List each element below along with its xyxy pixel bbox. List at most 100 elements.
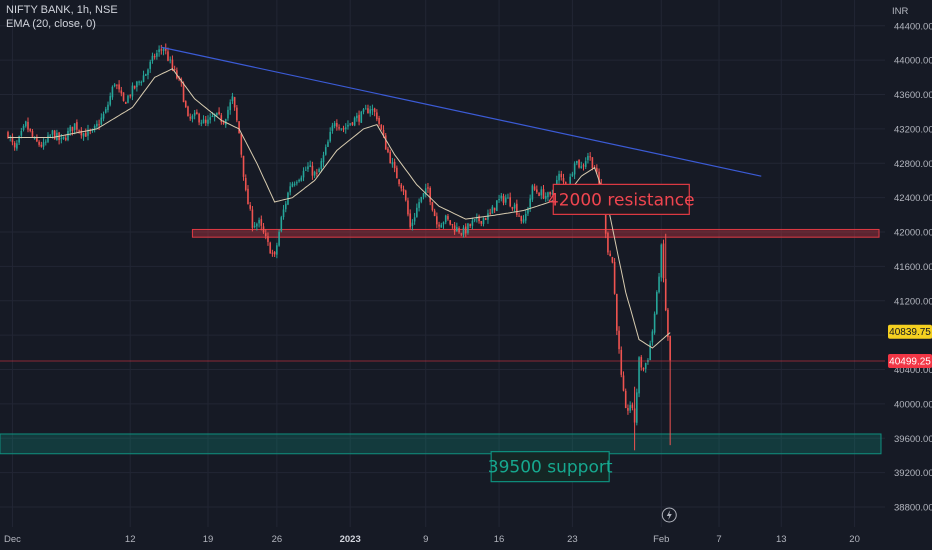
misc-overlay: [661, 507, 677, 523]
price-labels: 40839.75 40499.25: [888, 324, 932, 369]
price-axis[interactable]: INR38400.0038800.0039200.0039600.0040000…: [885, 0, 932, 550]
candle-body: [387, 148, 389, 153]
candle-body: [373, 108, 376, 113]
candle-body: [433, 210, 436, 217]
candle-body: [658, 276, 660, 293]
candle-body: [164, 47, 167, 51]
candle-body: [231, 96, 234, 102]
currency-label: INR: [892, 6, 909, 17]
candle-body: [616, 293, 618, 331]
candle-body: [362, 109, 365, 112]
candle-body: [40, 144, 43, 147]
candle-body: [473, 219, 476, 221]
candle-body: [142, 75, 145, 82]
candle-body: [136, 81, 138, 88]
candle-body: [60, 138, 63, 140]
candle-body: [133, 85, 136, 89]
price-tick-label: 43600.00: [894, 90, 932, 101]
support-label-box: [490, 451, 610, 483]
candle-body: [353, 117, 356, 126]
symbol-title: NIFTY BANK, 1h, NSE: [6, 4, 118, 16]
candle-body: [93, 125, 96, 130]
price-tick-label: 42400.00: [894, 193, 932, 204]
candle-body: [651, 331, 654, 343]
candle-body: [18, 136, 20, 143]
time-tick-label: 2023: [340, 534, 361, 545]
candle-body: [173, 69, 176, 71]
candle-body: [280, 217, 283, 232]
candle-body: [484, 218, 487, 220]
candle-body: [527, 208, 529, 214]
time-tick-label: 9: [423, 534, 428, 545]
candle-body: [471, 220, 474, 226]
candle-body: [307, 166, 309, 170]
price-tick-label: 40400.00: [894, 365, 932, 376]
candle-body: [207, 119, 209, 124]
candle-body: [16, 143, 18, 149]
candle-body: [282, 209, 285, 218]
candle-body: [311, 165, 314, 176]
candle-body: [578, 159, 580, 168]
candle-body: [573, 163, 576, 175]
candle-body: [327, 141, 329, 147]
candle-body: [78, 130, 80, 132]
candle-body: [149, 61, 152, 69]
support-zone: [0, 433, 882, 455]
candle-body: [544, 195, 547, 199]
candle-body: [460, 233, 463, 235]
time-tick-label: 13: [776, 534, 787, 545]
candle-body: [360, 111, 363, 123]
candle-body: [338, 127, 340, 129]
candle-body: [118, 84, 120, 90]
time-axis[interactable]: Dec 12 19 26 2023 9 16 23 Feb 7 13 20: [0, 527, 932, 550]
candle-body: [609, 253, 611, 257]
candle-body: [449, 220, 451, 225]
candle-body: [504, 197, 507, 203]
candle-body: [313, 171, 316, 176]
candle-body: [44, 141, 47, 143]
candle-body: [169, 59, 172, 61]
candle-body: [196, 112, 198, 115]
candle-body: [400, 184, 403, 189]
candle-body: [251, 209, 254, 228]
time-tick-label: 19: [203, 534, 214, 545]
candle-body: [382, 129, 385, 136]
support-label: 39500 support: [488, 458, 613, 478]
candle-body: [627, 407, 629, 411]
candle-body: [571, 173, 574, 177]
candle-body: [242, 155, 245, 177]
candle-body: [402, 189, 405, 192]
candle-body: [622, 375, 625, 391]
price-axis-bg: [885, 0, 932, 550]
candle-body: [27, 121, 29, 130]
candle-body: [613, 261, 616, 294]
candle-body: [156, 53, 158, 57]
lightning-icon: [661, 507, 677, 523]
candle-body: [538, 193, 540, 196]
candle-body: [211, 116, 214, 118]
candle-body: [182, 83, 185, 103]
candle-body: [582, 165, 585, 167]
candle-body: [29, 128, 32, 132]
candle-body: [184, 101, 187, 108]
candle-body: [587, 155, 589, 161]
candle-body: [620, 349, 623, 375]
time-tick-label: Dec: [4, 534, 21, 545]
candle-body: [247, 188, 249, 205]
candle-body: [320, 161, 323, 169]
candle-body: [336, 122, 338, 127]
candle-body: [144, 73, 147, 76]
candle-body: [258, 219, 260, 224]
candle-body: [631, 404, 634, 408]
candle-body: [447, 216, 449, 220]
candle-body: [253, 225, 256, 227]
candle-body: [369, 109, 371, 114]
candle-body: [138, 81, 140, 83]
candle-body: [664, 278, 667, 311]
candle-body: [638, 357, 640, 394]
time-tick-label: 7: [716, 534, 721, 545]
price-tick-label: 43200.00: [894, 124, 932, 135]
candle-body: [220, 115, 223, 123]
candle-body: [667, 309, 669, 338]
